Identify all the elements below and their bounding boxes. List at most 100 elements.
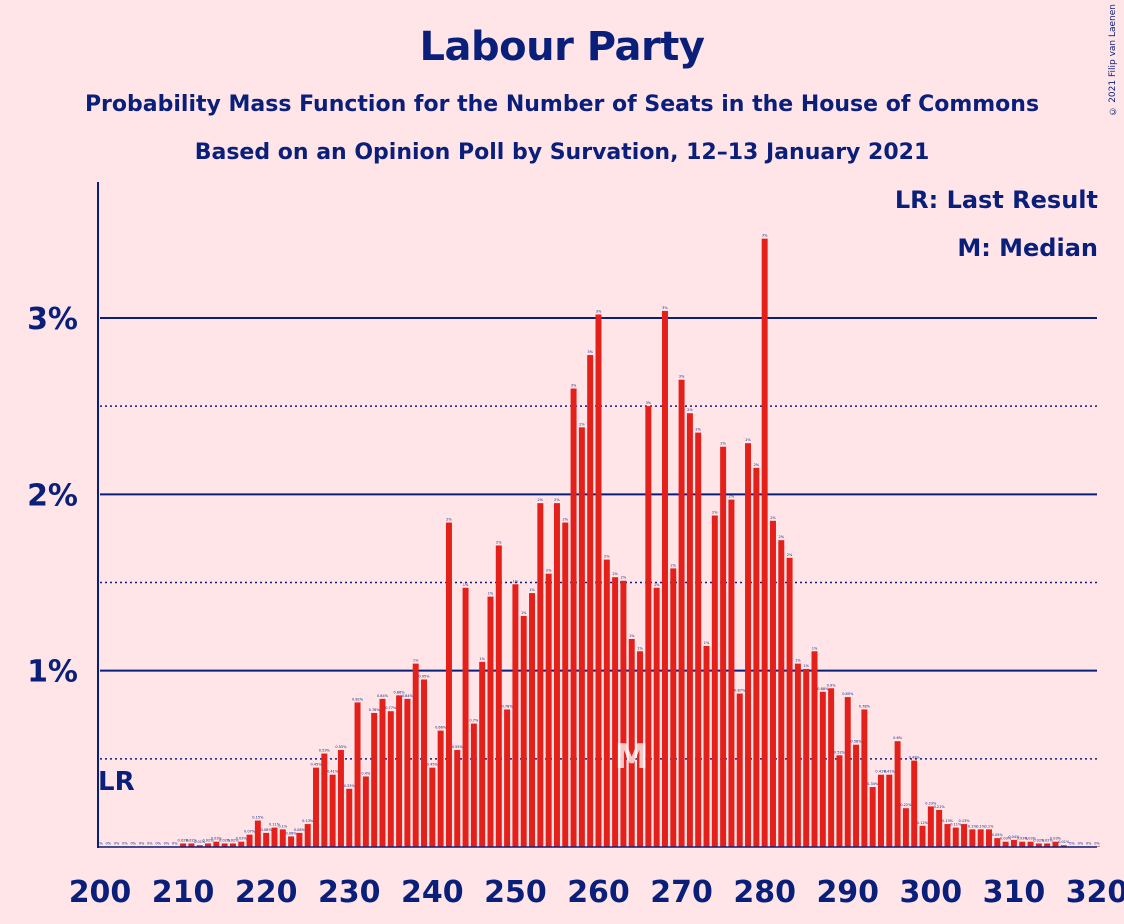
data-label: 0.01% [1058, 840, 1070, 844]
bar [902, 808, 909, 847]
data-label: 0.03% [1017, 837, 1029, 841]
markers: LR M [98, 737, 649, 797]
bar [969, 829, 976, 847]
data-label: 0.02% [178, 838, 190, 842]
data-label: 3% [679, 375, 685, 379]
bar [229, 843, 236, 847]
data-label: 0.21% [934, 805, 946, 809]
data-label: 0.9% [827, 683, 837, 687]
bar [894, 741, 901, 847]
bar [986, 829, 992, 847]
bar [321, 753, 328, 847]
x-tick-label: 270 [650, 875, 713, 910]
bar [421, 679, 428, 847]
bar [612, 577, 619, 847]
data-label: 3% [762, 234, 768, 238]
x-tick-label: 310 [983, 875, 1046, 910]
data-label: 0% [114, 841, 120, 845]
bar [637, 651, 644, 847]
bar [661, 310, 668, 847]
data-label: 0.11% [950, 823, 962, 827]
x-tick-label: 200 [69, 875, 132, 910]
data-label: 0.03% [1025, 837, 1037, 841]
x-tick-label: 210 [152, 875, 215, 910]
bar [927, 806, 934, 847]
data-label: 1% [654, 583, 660, 587]
bar [346, 788, 353, 847]
bar [1027, 841, 1034, 847]
data-label: 0.02% [219, 838, 231, 842]
data-label: 0.1% [976, 824, 986, 828]
bar [911, 760, 918, 847]
bar-series: 0% 0% 0% 0% 0% 0% 0% 0% 0% 0%0.02%0.02%0.01%0.02%… [97, 234, 1100, 847]
bar [761, 238, 768, 847]
bar [944, 824, 951, 847]
data-label: 1% [513, 579, 519, 583]
bar [819, 691, 826, 847]
bar [387, 711, 394, 847]
bar [803, 668, 810, 847]
data-label: 0.85% [842, 692, 854, 696]
data-label: 2% [554, 498, 560, 502]
bar [246, 834, 253, 847]
data-label: 1% [637, 646, 643, 650]
bar [919, 825, 926, 847]
bar [1019, 841, 1026, 847]
data-label: 0% [164, 841, 170, 845]
data-label: 0.22% [900, 803, 912, 807]
bar [479, 661, 486, 847]
bar [686, 413, 693, 847]
x-tick-label: 220 [235, 875, 298, 910]
data-label: 0.08% [294, 828, 306, 832]
data-label: 0.05% [992, 833, 1004, 837]
data-label: 0.55% [452, 745, 464, 749]
data-label: 0% [147, 841, 153, 845]
data-label: 0% [139, 841, 145, 845]
data-label: 2% [787, 553, 793, 557]
data-label: 0.07% [244, 830, 256, 834]
bar [371, 712, 378, 847]
bar [1035, 843, 1042, 847]
data-label: 0.55% [335, 745, 347, 749]
y-tick-label: 2% [27, 478, 78, 513]
y-tick-label: 3% [27, 302, 78, 337]
data-label: 0.84% [402, 694, 414, 698]
bar [495, 545, 502, 847]
bar [205, 843, 211, 847]
bar [869, 787, 876, 847]
data-label: 0% [1094, 841, 1100, 845]
bar [263, 832, 270, 847]
data-label: 0.03% [236, 837, 248, 841]
bar [1052, 841, 1059, 847]
data-label: 0.45% [310, 763, 322, 767]
data-label: 1% [488, 592, 494, 596]
data-label: 0.52% [834, 750, 846, 754]
data-label: 0.03% [1000, 837, 1012, 841]
data-label: 3% [587, 350, 593, 354]
data-label: 2% [538, 498, 544, 502]
data-label: 0.01% [194, 840, 206, 844]
data-label: 0.03% [211, 837, 223, 841]
bar [994, 838, 1001, 847]
data-label: 0.1% [985, 824, 995, 828]
bar [529, 593, 536, 847]
axes [97, 182, 1097, 848]
data-label: 0.04% [1008, 835, 1020, 839]
bar [537, 503, 544, 847]
data-label: 2% [546, 569, 552, 573]
data-label: 1% [479, 657, 485, 661]
data-label: 3% [571, 384, 577, 388]
data-label: 1% [413, 659, 419, 663]
x-tick-label: 300 [900, 875, 963, 910]
data-label: 0.58% [850, 740, 862, 744]
data-label: 0.88% [817, 687, 829, 691]
data-label: 2% [604, 555, 610, 559]
x-tick-label: 240 [401, 875, 464, 910]
data-label: 0.41% [884, 770, 896, 774]
bar [961, 824, 968, 847]
bar [861, 709, 868, 847]
bar [678, 379, 685, 847]
bar [711, 515, 718, 847]
data-label: 1% [521, 611, 527, 615]
data-label: 0.06% [286, 831, 298, 835]
